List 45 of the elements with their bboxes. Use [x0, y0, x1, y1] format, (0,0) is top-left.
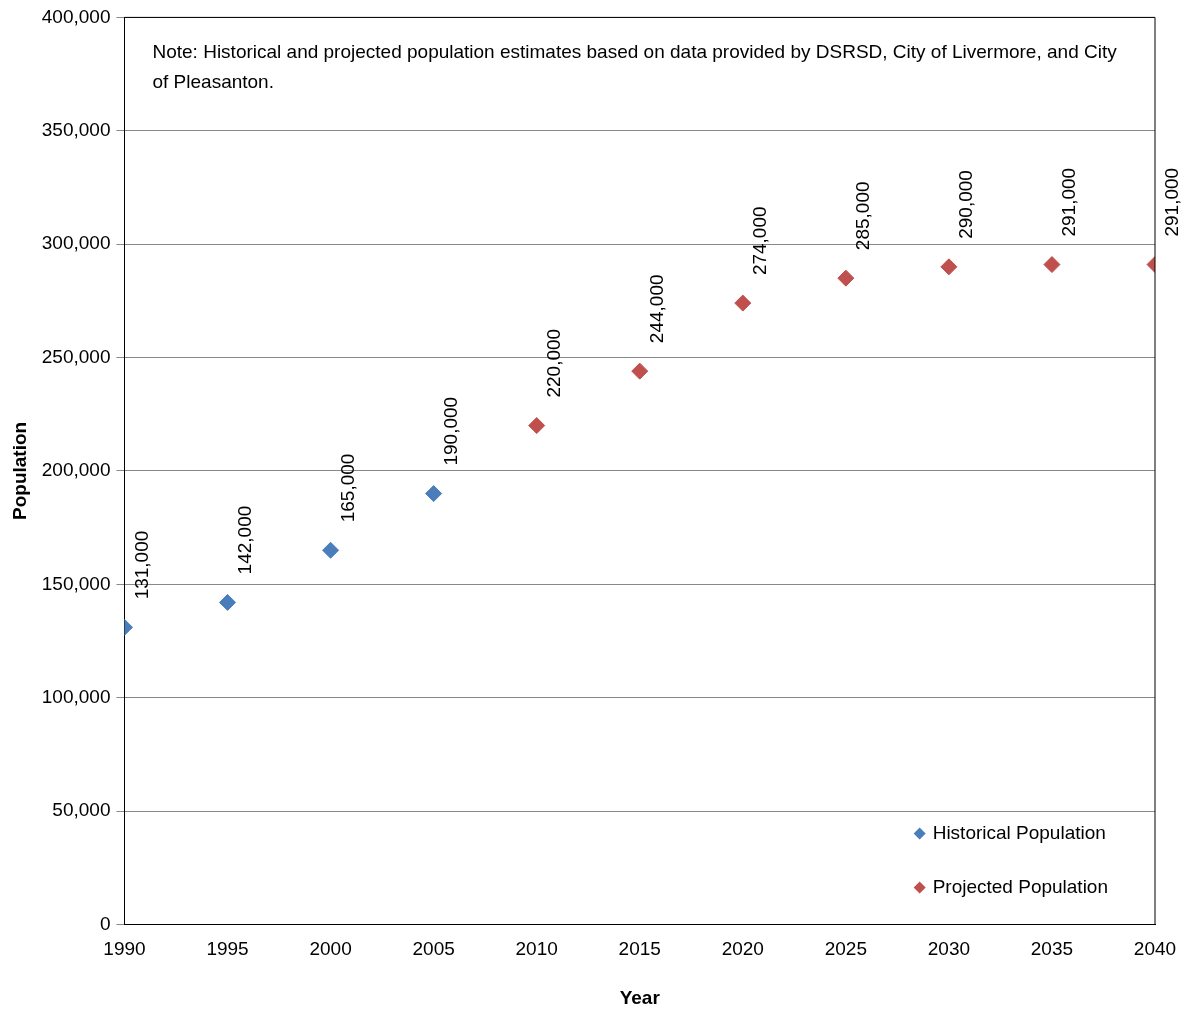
- point: [528, 417, 546, 435]
- data-label: 291,000: [1161, 167, 1183, 237]
- x-tick-label: 1995: [206, 938, 249, 960]
- y-axis-title: Population: [8, 421, 30, 520]
- y-tick-label: 100,000: [41, 685, 111, 707]
- x-tick-label: 1990: [103, 938, 146, 960]
- point: [1043, 256, 1061, 274]
- legend-label: Historical Population: [932, 821, 1106, 843]
- point: [631, 362, 649, 380]
- data-label: 131,000: [130, 530, 152, 600]
- point: [219, 593, 237, 611]
- data-label: 244,000: [645, 274, 667, 344]
- point: [425, 485, 443, 503]
- x-tick-label: 2035: [1030, 938, 1074, 960]
- point: [940, 258, 958, 276]
- x-tick-label: 2025: [824, 938, 867, 960]
- data-label: 285,000: [852, 181, 874, 251]
- x-tick-label: 2015: [618, 938, 661, 960]
- y-tick-label: 400,000: [41, 5, 111, 27]
- x-tick-label: 2030: [927, 938, 971, 960]
- x-tick-label: 2000: [309, 938, 352, 960]
- y-tick-label: 0: [99, 912, 111, 934]
- data-label: 165,000: [336, 453, 358, 523]
- x-tick-label: 2020: [721, 938, 764, 960]
- data-label: 290,000: [955, 170, 977, 239]
- x-axis-title: Year: [619, 986, 661, 1008]
- data-label: 142,000: [233, 505, 255, 575]
- y-tick-label: 250,000: [41, 345, 111, 367]
- x-tick-label: 2010: [515, 938, 558, 960]
- data-label: 190,000: [439, 396, 461, 466]
- data-label: 291,000: [1058, 167, 1080, 237]
- y-tick-label: 50,000: [52, 799, 111, 821]
- x-tick-label: 2005: [412, 938, 455, 960]
- y-tick-label: 300,000: [41, 232, 111, 254]
- data-label: 274,000: [749, 206, 771, 276]
- data-label: 220,000: [542, 328, 564, 398]
- point: [734, 294, 752, 312]
- y-tick-label: 150,000: [41, 572, 111, 594]
- y-tick-label: 350,000: [41, 119, 111, 141]
- point: [837, 269, 855, 287]
- y-tick-label: 200,000: [41, 459, 111, 481]
- point: [322, 541, 340, 559]
- annotation: Note: Historical and projected population estimates based on data provided by DSRSD, City of Livermore, and City of Pleasanton.: [152, 40, 1118, 92]
- x-tick-label: 2040: [1133, 938, 1177, 960]
- legend-label: Projected Population: [932, 875, 1108, 897]
